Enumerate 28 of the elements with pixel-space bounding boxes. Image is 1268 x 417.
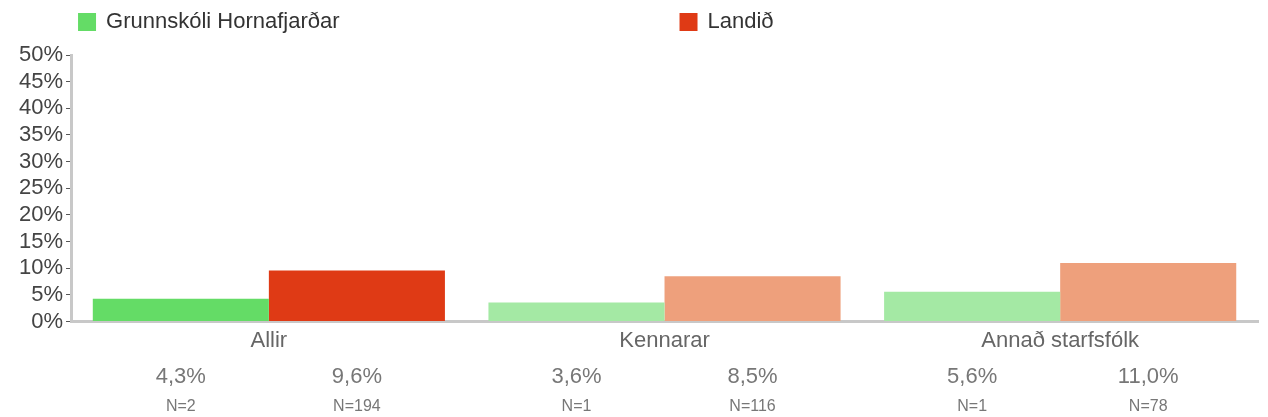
y-tick-label: 5%	[31, 281, 64, 306]
y-tick-label: 15%	[18, 227, 64, 253]
bar	[92, 298, 269, 322]
data-label: 9,6% N=194	[331, 362, 382, 415]
x-tick-label: Kennarar	[619, 326, 710, 352]
data-label: 3,6% N=1	[551, 362, 602, 415]
legend-label: Landið	[707, 8, 774, 34]
data-label: 8,5% N=116	[727, 362, 778, 415]
y-tick-label: 40%	[18, 94, 64, 120]
data-label: 5,6% N=1	[947, 362, 998, 415]
y-tick-label: 10%	[18, 254, 64, 280]
y-tick-label: 50%	[18, 41, 64, 67]
bar	[1060, 262, 1237, 322]
bar	[268, 270, 445, 322]
y-tick-label: 45%	[18, 67, 64, 93]
y-tick-label: 25%	[18, 174, 64, 200]
y-tick-label: 30%	[18, 147, 64, 173]
bar	[884, 291, 1061, 322]
data-label: 4,3% N=2	[155, 362, 206, 415]
y-tick-label: 0%	[31, 307, 64, 333]
x-tick-label: Allir	[250, 326, 288, 352]
bar	[488, 302, 665, 322]
data-label: 11,0% N=78	[1117, 362, 1179, 415]
x-tick-label: Annað starfsfólk	[981, 326, 1141, 352]
y-tick-label: 20%	[18, 201, 64, 227]
legend-label: Grunnskóli Hornafjarðar	[106, 8, 340, 34]
bar	[664, 276, 841, 322]
y-tick-label: 35%	[18, 121, 64, 147]
